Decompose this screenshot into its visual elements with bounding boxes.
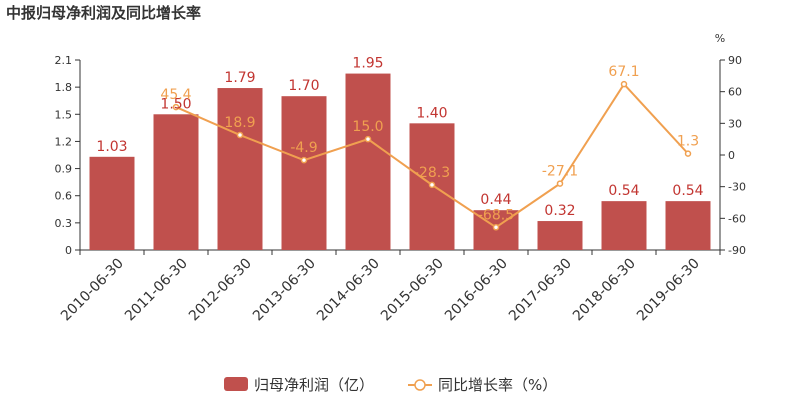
line-data-label: 18.9 — [224, 115, 255, 131]
x-axis-tick-label: 2010-06-30 — [58, 256, 127, 325]
left-axis-tick-label: 2.1 — [55, 54, 73, 67]
bar-data-label: 1.70 — [288, 78, 319, 94]
chart-title: 中报归母净利润及同比增长率 — [6, 4, 202, 22]
bar — [345, 73, 391, 250]
bar-data-label: 1.95 — [352, 56, 383, 72]
legend-bar-label: 归母净利润（亿） — [254, 376, 374, 394]
x-axis-tick-label: 2017-06-30 — [506, 256, 575, 325]
bar-data-label: 1.79 — [224, 70, 255, 86]
bar-data-label: 0.32 — [544, 203, 575, 219]
line-point — [556, 180, 564, 187]
right-axis-tick-label: 0 — [728, 149, 735, 162]
x-axis-tick-label: 2018-06-30 — [570, 256, 639, 325]
legend-bar-swatch — [224, 377, 248, 391]
bar-data-label: 1.40 — [416, 105, 447, 121]
legend-line-marker — [414, 379, 426, 391]
line-data-label: -27.1 — [542, 164, 578, 180]
bar — [601, 201, 647, 250]
line-point — [236, 131, 244, 139]
bar — [89, 156, 135, 250]
right-axis-tick-label: -90 — [728, 244, 746, 257]
x-axis-tick-label: 2013-06-30 — [250, 256, 319, 325]
bar-data-label: 0.54 — [608, 183, 639, 199]
bar — [217, 88, 263, 250]
bar-data-label: 0.54 — [672, 183, 703, 199]
left-axis-tick-label: 1.5 — [55, 108, 73, 121]
left-axis-tick-label: 1.8 — [55, 81, 73, 94]
right-axis-tick-label: 60 — [728, 86, 742, 99]
left-axis-tick-label: 0 — [65, 244, 72, 257]
bar — [281, 96, 327, 250]
bar-data-label: 1.03 — [96, 139, 127, 155]
line-data-label: 67.1 — [608, 64, 639, 80]
right-axis-tick-label: 30 — [728, 117, 742, 130]
x-axis-tick-label: 2016-06-30 — [442, 256, 511, 325]
right-axis-unit: % — [715, 32, 725, 45]
left-axis-tick-label: 0.9 — [55, 163, 73, 176]
right-axis-tick-label: 90 — [728, 54, 742, 67]
line-point — [620, 80, 628, 88]
x-axis-tick-label: 2012-06-30 — [186, 256, 255, 325]
bar — [665, 201, 711, 250]
line-data-label: -68.5 — [478, 207, 514, 223]
line-data-label: 45.4 — [160, 87, 191, 103]
line-data-label: 1.3 — [677, 134, 699, 150]
left-axis-tick-label: 0.3 — [55, 217, 73, 230]
left-axis-tick-label: 1.2 — [55, 135, 73, 148]
bar — [537, 221, 583, 250]
line-point — [364, 135, 372, 143]
right-axis-tick-label: -30 — [728, 181, 746, 194]
line-data-label: 15.0 — [352, 119, 383, 135]
left-axis-tick-label: 0.6 — [55, 190, 73, 203]
line-point — [300, 156, 308, 164]
line-point — [684, 150, 692, 157]
line-data-label: -4.9 — [290, 140, 317, 156]
line-point — [428, 181, 436, 189]
bar — [153, 114, 199, 251]
x-axis-tick-label: 2014-06-30 — [314, 256, 383, 325]
x-axis-tick-label: 2015-06-30 — [378, 256, 447, 325]
legend-line-label: 同比增长率（%） — [438, 376, 557, 394]
right-axis-tick-label: -60 — [728, 212, 746, 225]
bar-data-label: 1.50 — [160, 96, 191, 112]
bar-data-label: 0.44 — [480, 192, 511, 208]
x-axis-tick-label: 2011-06-30 — [122, 256, 191, 325]
line-point — [492, 224, 500, 231]
line-data-label: -28.3 — [414, 165, 450, 181]
x-axis-tick-label: 2019-06-30 — [634, 256, 703, 325]
line-point — [172, 103, 180, 111]
